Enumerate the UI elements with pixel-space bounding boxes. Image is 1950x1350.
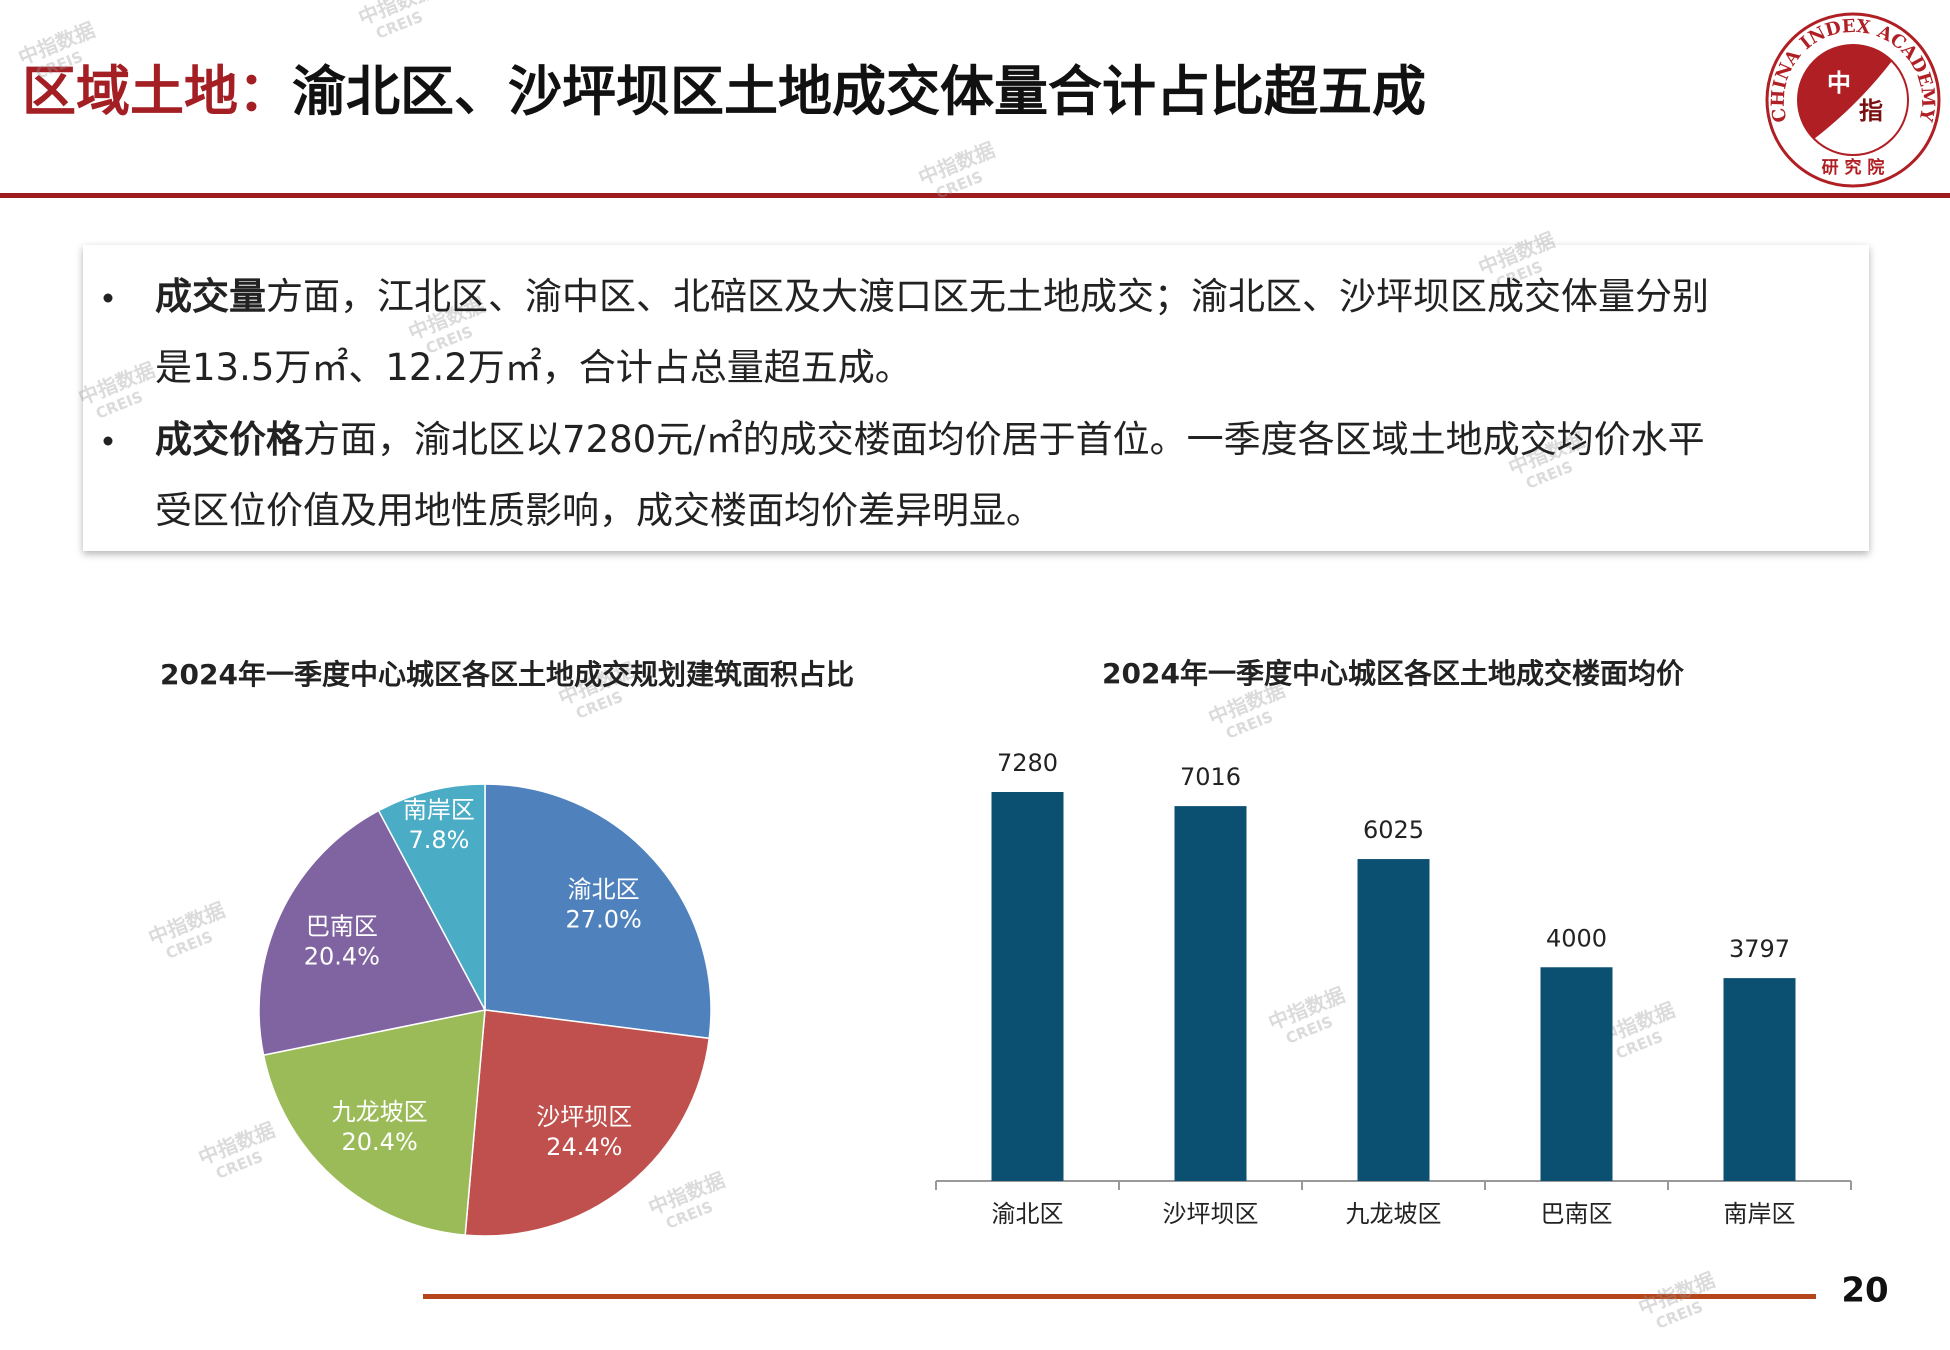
chart-title: 2024年一季度中心城区各区土地成交规划建筑面积占比 <box>160 658 854 691</box>
x-tick-label: 九龙坡区 <box>1346 1200 1442 1228</box>
x-tick-label: 沙坪坝区 <box>1163 1200 1259 1228</box>
value-label: 3797 <box>1729 935 1790 963</box>
bar <box>1723 978 1796 1181</box>
bar <box>991 792 1064 1181</box>
bar <box>1357 859 1430 1181</box>
value-label: 7280 <box>997 749 1058 777</box>
slice-value: 20.4% <box>304 943 380 971</box>
pie-slice <box>464 1009 711 1237</box>
x-tick-label: 渝北区 <box>992 1200 1064 1228</box>
bullet-text: 受区位价值及用地性质影响，成交楼面均价差异明显。 <box>155 489 1043 532</box>
pie-slice <box>484 783 712 1040</box>
slice-label: 沙坪坝区 <box>536 1103 632 1131</box>
slide-title: 区域土地：渝北区、沙坪坝区土地成交体量合计占比超五成 <box>22 60 1426 123</box>
bullet-line: 成交量方面，江北区、渝中区、北碚区及大渡口区无土地成交；渝北区、沙坪坝区成交体量… <box>155 275 1709 318</box>
chart-title: 2024年一季度中心城区各区土地成交楼面均价 <box>1102 657 1685 690</box>
pie-slice <box>262 1009 486 1236</box>
pie-slice <box>377 783 486 1011</box>
slice-label: 渝北区 <box>568 875 640 903</box>
bullet-dot <box>103 293 113 303</box>
bullet-line: 受区位价值及用地性质影响，成交楼面均价差异明显。 <box>155 489 1043 532</box>
slice-value: 20.4% <box>342 1128 418 1156</box>
slice-value: 24.4% <box>546 1133 622 1161</box>
logo-bottom: 研 究 院 <box>1822 157 1885 178</box>
bar <box>1540 967 1613 1181</box>
value-label: 4000 <box>1546 924 1607 952</box>
logo-emblem <box>1797 44 1892 139</box>
header-rule <box>0 193 1950 198</box>
bullet-text: 方面，渝北区以7280元/㎡的成交楼面均价居于首位。一季度各区域土地成交均价水平 <box>303 418 1705 461</box>
bullet-bold: 成交价格 <box>155 418 304 461</box>
bullet-text: 方面，江北区、渝中区、北碚区及大渡口区无土地成交；渝北区、沙坪坝区成交体量分别 <box>266 275 1709 318</box>
bullet-line: 成交价格方面，渝北区以7280元/㎡的成交楼面均价居于首位。一季度各区域土地成交… <box>155 418 1705 461</box>
text-box <box>83 245 1869 551</box>
pie-slice <box>258 809 487 1057</box>
slice-label: 九龙坡区 <box>332 1098 428 1126</box>
page-number: 20 <box>1841 1271 1888 1311</box>
x-tick-label: 南岸区 <box>1724 1200 1796 1228</box>
slice-label: 南岸区 <box>403 796 475 824</box>
title-accent: 区域土地： <box>22 60 292 123</box>
logo-char: 中 <box>1827 69 1851 97</box>
slice-value: 27.0% <box>566 905 642 933</box>
logo-char: 指 <box>1859 97 1883 125</box>
bar <box>1174 806 1247 1181</box>
bullet-bold: 成交量 <box>155 275 266 318</box>
x-tick-label: 巴南区 <box>1541 1200 1613 1228</box>
bullet-line: 是13.5万㎡、12.2万㎡，合计占总量超五成。 <box>155 346 912 389</box>
slice-label: 巴南区 <box>306 913 378 941</box>
bullet-text: 是13.5万㎡、12.2万㎡，合计占总量超五成。 <box>155 346 912 389</box>
value-label: 7016 <box>1180 763 1241 791</box>
slice-value: 7.8% <box>408 826 469 854</box>
value-label: 6025 <box>1363 816 1424 844</box>
footer-rule <box>423 1294 1816 1299</box>
title-main: 渝北区、沙坪坝区土地成交体量合计占比超五成 <box>292 60 1426 123</box>
bullet-dot <box>103 436 113 446</box>
